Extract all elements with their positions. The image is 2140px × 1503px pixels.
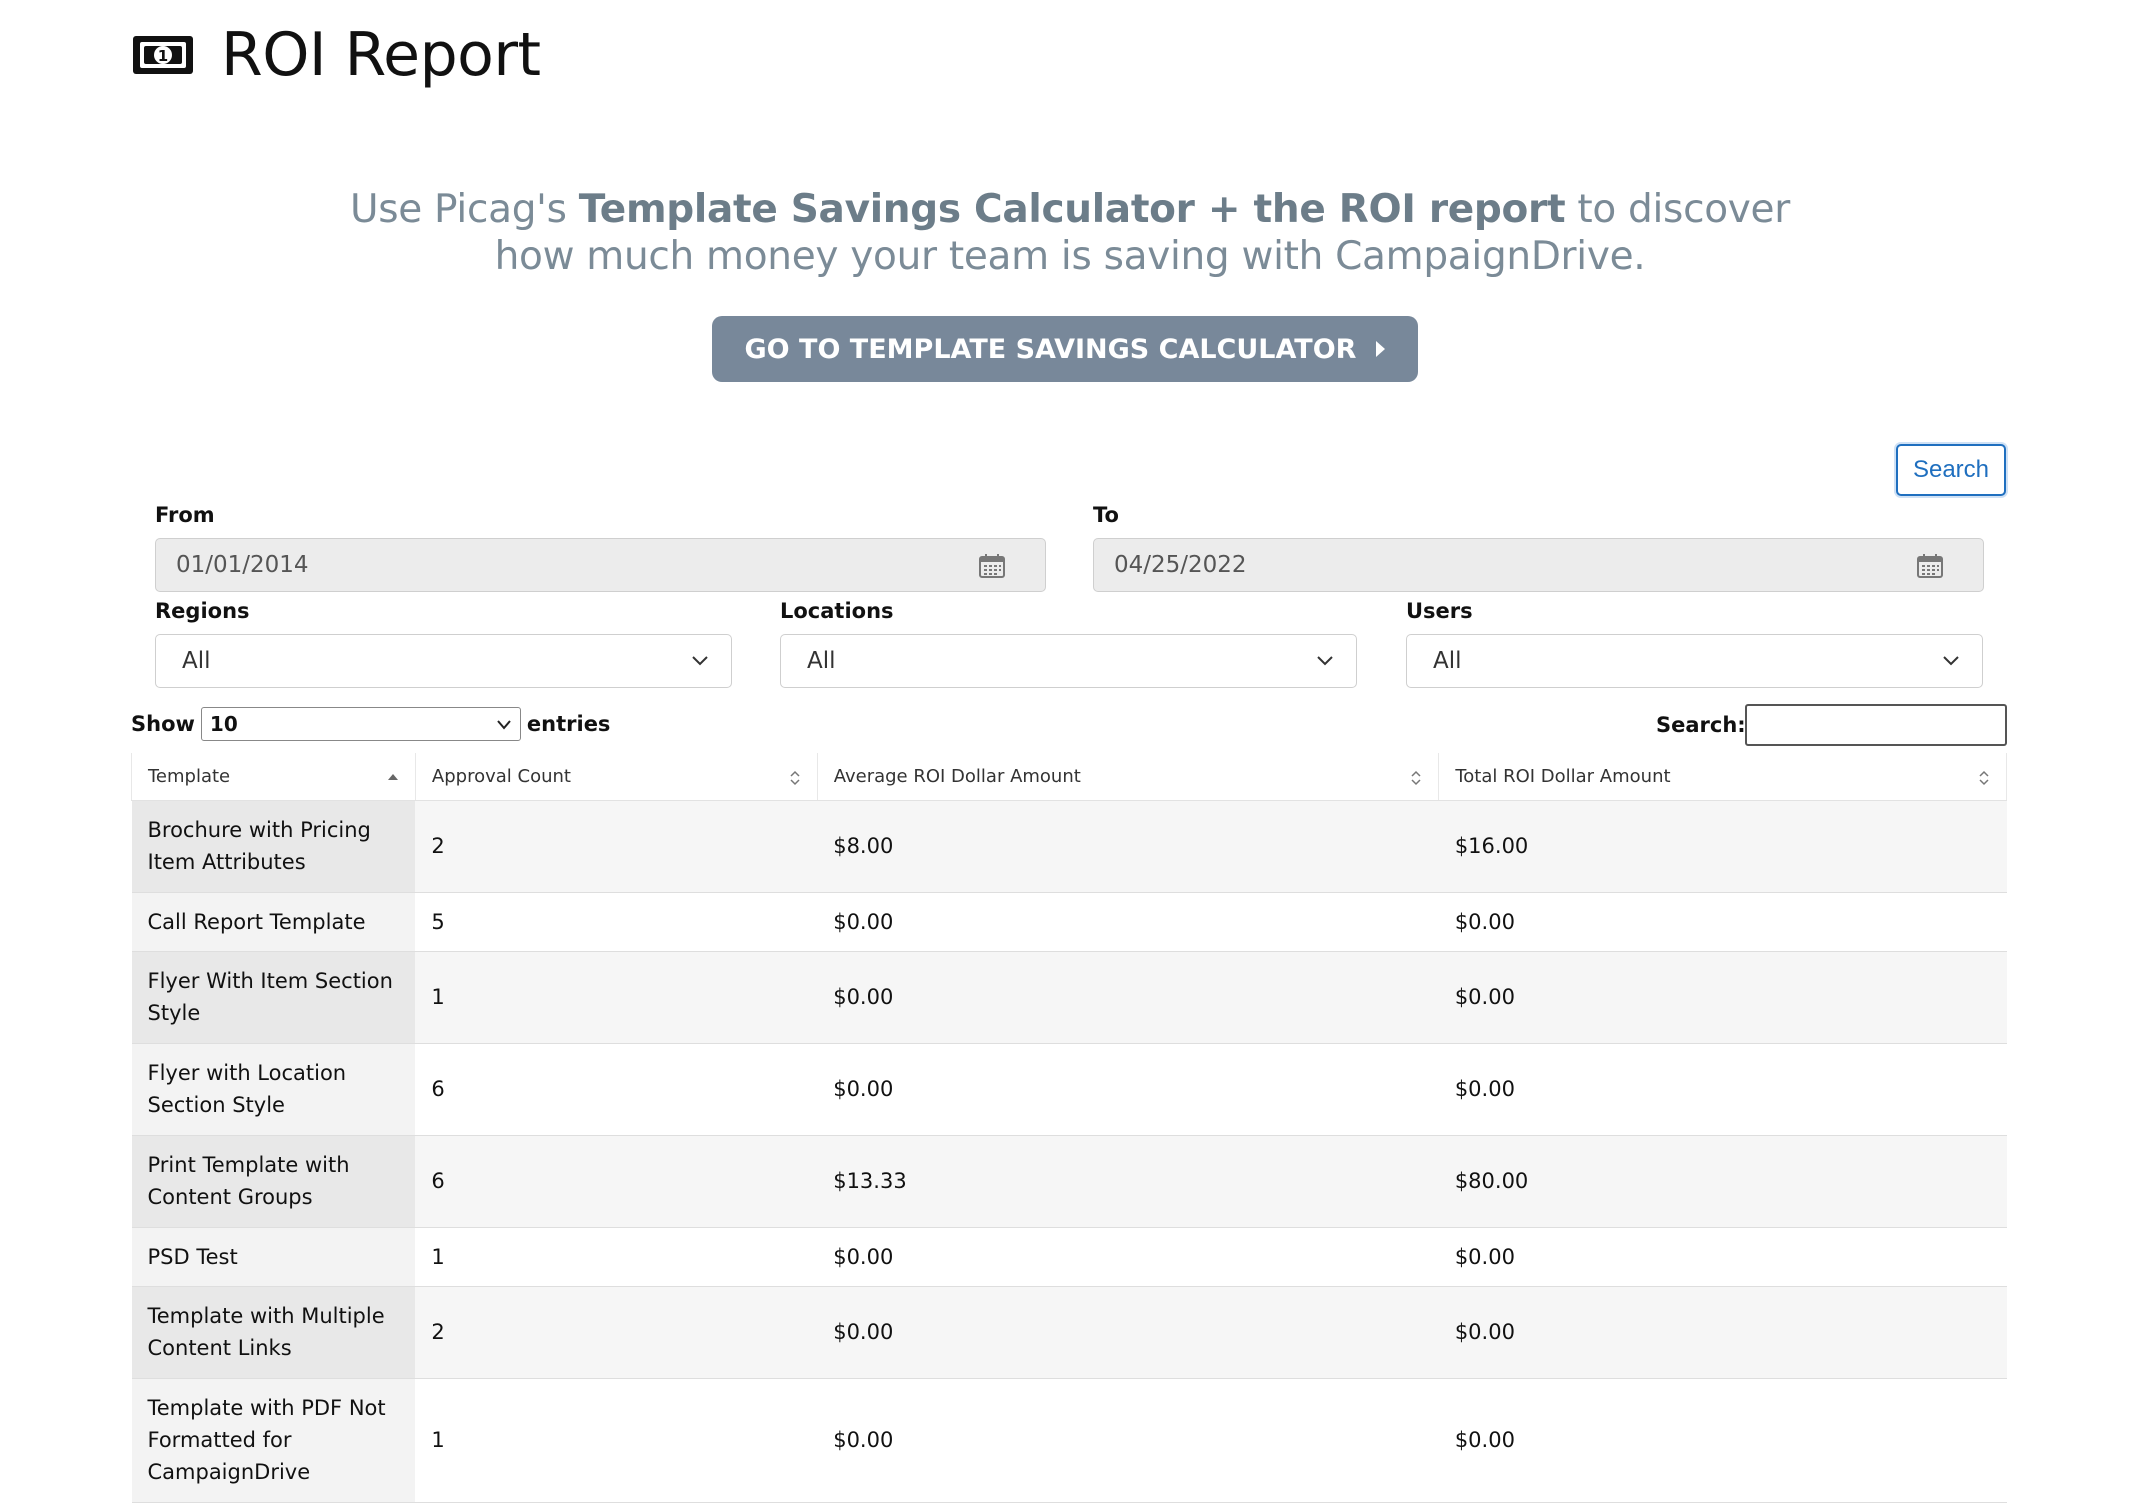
cell-template: Flyer with Location Section Style [131, 1043, 416, 1136]
column-header-total-roi[interactable]: Total ROI Dollar Amount [1438, 753, 2007, 801]
show-label: Show [131, 712, 195, 736]
locations-select[interactable]: All [780, 634, 1357, 688]
cell-template: Print Template with Content Groups [131, 1135, 416, 1228]
users-select[interactable]: All [1406, 634, 1983, 688]
chevron-down-icon [1317, 656, 1333, 666]
cell-approval-count: 1 [415, 1227, 818, 1287]
locations-label: Locations [780, 599, 894, 623]
table-search-input[interactable] [1745, 704, 2007, 746]
to-label: To [1093, 503, 1119, 527]
entries-label: entries [526, 712, 611, 736]
caret-right-icon [1376, 341, 1386, 357]
table-row: Print Template with Content Groups 6 $13… [131, 1135, 2007, 1228]
cell-template: Call Report Template [131, 892, 416, 952]
promo-line1-pre: Use Picag's [350, 187, 579, 232]
table-row: Flyer with Location Section Style 6 $0.0… [131, 1043, 2007, 1136]
cell-template: PSD Test [131, 1227, 416, 1287]
cell-total-roi: $0.00 [1438, 1043, 2007, 1136]
cell-approval-count: 2 [415, 800, 818, 893]
cell-total-roi: $0.00 [1438, 1378, 2007, 1503]
page-title: ROI Report [221, 20, 541, 90]
chevron-down-icon [497, 720, 511, 730]
cell-average-roi: $8.00 [817, 800, 1439, 893]
search-button[interactable]: Search [1896, 444, 2006, 496]
cell-average-roi: $13.33 [817, 1135, 1439, 1228]
sort-both-icon [1979, 770, 1989, 786]
to-date-input[interactable]: 04/25/2022 [1093, 538, 1984, 592]
entries-per-page-select[interactable]: 10 [200, 707, 521, 741]
sort-both-icon [790, 770, 800, 786]
cell-total-roi: $16.00 [1438, 800, 2007, 893]
chevron-down-icon [1943, 656, 1959, 666]
cell-total-roi: $80.00 [1438, 1135, 2007, 1228]
table-row: PSD Test 1 $0.00 $0.00 [131, 1227, 2007, 1287]
column-header-label: Approval Count [431, 765, 571, 787]
cell-template: Template with PDF Not Formatted for Camp… [131, 1378, 416, 1503]
column-header-template[interactable]: Template [131, 753, 416, 801]
cell-average-roi: $0.00 [817, 1378, 1439, 1503]
promo-text: Use Picag's Template Savings Calculator … [0, 186, 2140, 280]
users-value: All [1433, 648, 1462, 674]
cell-average-roi: $0.00 [817, 1286, 1439, 1379]
cell-approval-count: 1 [415, 951, 818, 1044]
page-header: 1 ROI Report [131, 20, 541, 90]
table-row: Flyer With Item Section Style 1 $0.00 $0… [131, 951, 2007, 1044]
cell-total-roi: $0.00 [1438, 1286, 2007, 1379]
regions-label: Regions [155, 599, 250, 623]
from-label: From [155, 503, 215, 527]
cell-template: Template with Multiple Content Links [131, 1286, 416, 1379]
cell-total-roi: $0.00 [1438, 951, 2007, 1044]
column-header-average-roi[interactable]: Average ROI Dollar Amount [817, 753, 1440, 801]
cell-template: Flyer With Item Section Style [131, 951, 416, 1044]
promo-banner: Use Picag's Template Savings Calculator … [0, 186, 2140, 280]
column-header-label: Average ROI Dollar Amount [833, 765, 1081, 787]
table-length-control: Show 10 entries [131, 706, 610, 742]
cell-average-roi: $0.00 [817, 1043, 1439, 1136]
table-row: Call Report Template 5 $0.00 $0.00 [131, 892, 2007, 952]
cell-average-roi: $0.00 [817, 951, 1439, 1044]
cell-approval-count: 6 [415, 1135, 818, 1228]
cell-approval-count: 1 [415, 1378, 818, 1503]
sort-both-icon [1411, 770, 1421, 786]
sort-ascending-icon [387, 774, 398, 780]
promo-line1-post: to discover [1565, 187, 1790, 232]
from-date-input[interactable]: 01/01/2014 [155, 538, 1046, 592]
table-row: Template with PDF Not Formatted for Camp… [131, 1378, 2007, 1503]
from-date-value: 01/01/2014 [176, 552, 309, 578]
entries-per-page-value: 10 [209, 712, 238, 736]
calendar-icon[interactable] [979, 554, 1005, 578]
cell-approval-count: 6 [415, 1043, 818, 1136]
promo-line1-bold: Template Savings Calculator + the ROI re… [578, 187, 1566, 232]
cell-approval-count: 5 [415, 892, 818, 952]
table-header-row: Template Approval Count Average ROI Doll… [131, 753, 2007, 801]
cell-approval-count: 2 [415, 1286, 818, 1379]
table-search-label: Search: [1656, 713, 1746, 737]
roi-table: Template Approval Count Average ROI Doll… [131, 753, 2007, 1503]
column-header-approval-count[interactable]: Approval Count [415, 753, 818, 801]
svg-text:1: 1 [158, 47, 168, 65]
cell-total-roi: $0.00 [1438, 1227, 2007, 1287]
table-row: Brochure with Pricing Item Attributes 2 … [131, 800, 2007, 893]
go-to-calculator-label: GO TO TEMPLATE SAVINGS CALCULATOR [744, 333, 1357, 365]
users-label: Users [1406, 599, 1473, 623]
cell-average-roi: $0.00 [817, 892, 1439, 952]
locations-value: All [807, 648, 836, 674]
regions-value: All [182, 648, 211, 674]
cell-template: Brochure with Pricing Item Attributes [131, 800, 416, 893]
column-header-label: Total ROI Dollar Amount [1455, 765, 1671, 787]
promo-line2: how much money your team is saving with … [494, 234, 1646, 279]
regions-select[interactable]: All [155, 634, 732, 688]
table-row: Template with Multiple Content Links 2 $… [131, 1286, 2007, 1379]
column-header-label: Template [148, 765, 231, 787]
cell-average-roi: $0.00 [817, 1227, 1439, 1287]
go-to-calculator-button[interactable]: GO TO TEMPLATE SAVINGS CALCULATOR [712, 316, 1418, 382]
calendar-icon[interactable] [1917, 554, 1943, 578]
cell-total-roi: $0.00 [1438, 892, 2007, 952]
to-date-value: 04/25/2022 [1114, 552, 1247, 578]
money-bill-icon: 1 [133, 36, 193, 74]
chevron-down-icon [692, 656, 708, 666]
